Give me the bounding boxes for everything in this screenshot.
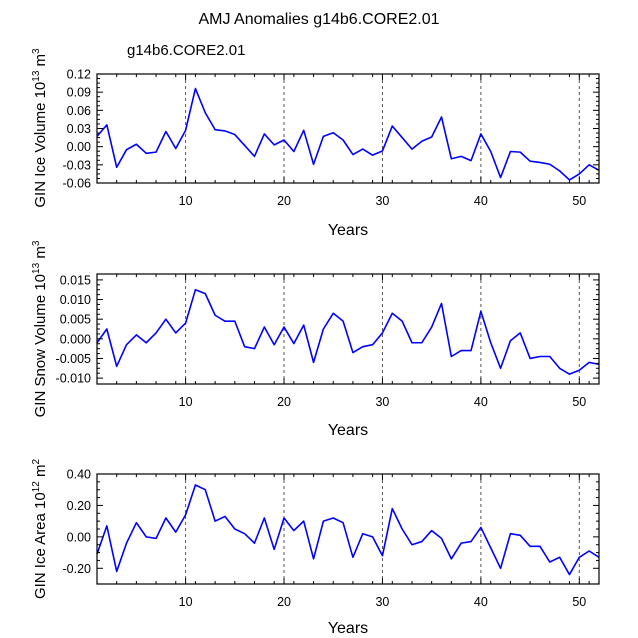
chart-panel-3: -0.20 0.00 0.20 0.40 10 20 30 40 50 Years GIN Ice … xyxy=(31,459,600,637)
series-line xyxy=(96,288,600,375)
y-tick-label: 0.005 xyxy=(60,313,91,327)
x-tick-label: 30 xyxy=(375,194,389,208)
y-tick-label: 0.40 xyxy=(67,468,91,482)
y-tick-label: 0.00 xyxy=(67,140,91,154)
x-tick-label: 10 xyxy=(179,194,193,208)
y-axis-label: GIN Ice Volume 1013 m3 xyxy=(31,48,49,208)
y-tick-label: -0.005 xyxy=(56,352,91,366)
y-tick-label: 0.12 xyxy=(67,68,91,82)
x-tick-label: 30 xyxy=(375,595,389,609)
x-tick-label: 20 xyxy=(277,194,291,208)
x-tick-label: 20 xyxy=(277,395,291,409)
y-tick-label: 0.09 xyxy=(67,86,91,100)
x-axis-label: Years xyxy=(328,620,368,637)
y-tick-label: 0.010 xyxy=(60,293,91,307)
x-axis-label: Years xyxy=(328,422,368,439)
y-tick-label: 0.06 xyxy=(67,104,91,118)
x-tick-label: 20 xyxy=(277,595,291,609)
x-tick-label: 50 xyxy=(572,194,586,208)
plot-frame xyxy=(96,473,600,585)
y-tick-label: 0.000 xyxy=(60,332,91,346)
series-line xyxy=(96,87,600,181)
y-tick-label: -0.010 xyxy=(56,372,91,386)
y-tick-label: -0.03 xyxy=(63,158,92,172)
x-tick-label: 40 xyxy=(474,194,488,208)
figure-title: AMJ Anomalies g14b6.CORE2.01 xyxy=(198,11,439,28)
y-tick-label: 0.00 xyxy=(67,530,91,544)
y-tick-label: -0.20 xyxy=(63,562,92,576)
x-tick-label: 40 xyxy=(474,395,488,409)
series-line xyxy=(96,484,600,576)
chart-panel-2: -0.010 -0.005 0.000 0.005 0.010 0.015 10 20 30 40… xyxy=(31,240,600,439)
x-tick-label: 40 xyxy=(474,595,488,609)
y-tick-label: -0.06 xyxy=(63,177,92,191)
x-tick-label: 50 xyxy=(572,595,586,609)
x-tick-label: 50 xyxy=(572,395,586,409)
y-tick-label: 0.03 xyxy=(67,122,91,136)
x-axis-label: Years xyxy=(328,222,368,239)
y-axis-label: GIN Ice Area 1012 m2 xyxy=(31,459,49,600)
x-tick-label: 30 xyxy=(375,395,389,409)
x-tick-label: 10 xyxy=(179,395,193,409)
series-legend-label: g14b6.CORE2.01 xyxy=(127,42,245,59)
y-axis-label: GIN Snow Volume 1013 m3 xyxy=(31,240,49,417)
y-tick-label: 0.015 xyxy=(60,273,91,287)
y-tick-label: 0.20 xyxy=(67,499,91,513)
chart-panel-1: -0.06 -0.03 0.00 0.03 0.06 0.09 0.12 10 20 30 40 50… xyxy=(31,48,600,239)
x-tick-label: 10 xyxy=(179,595,193,609)
plot-frame xyxy=(96,73,600,184)
